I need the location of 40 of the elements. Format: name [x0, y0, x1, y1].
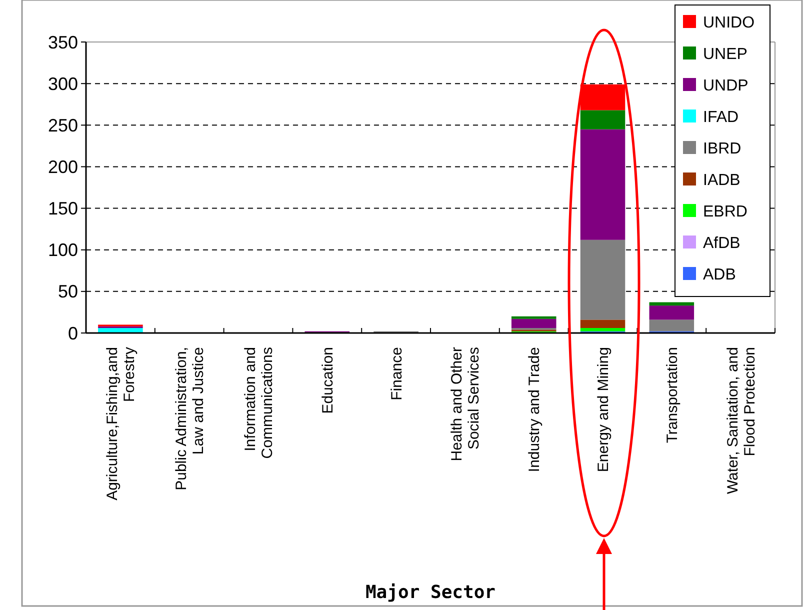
x-tick-label: Information and Communications: [242, 347, 276, 459]
x-tick-label: Health and Other Social Services: [448, 347, 483, 462]
x-tick-label: Transportation: [664, 347, 681, 444]
bar: [649, 306, 694, 320]
legend-label: UNDP: [703, 78, 748, 95]
bar: [511, 316, 556, 319]
x-tick-label: Agriculture,Fishing,and Forestry: [104, 346, 138, 500]
bar: [98, 328, 143, 333]
x-tick-label: Water, Sanitation, and Flood Protection: [724, 347, 758, 494]
x-axis-title: Major Sector: [365, 582, 496, 603]
legend-label: EBRD: [703, 204, 748, 221]
bar: [580, 84, 626, 110]
legend-label: IBRD: [703, 140, 742, 158]
bar: [580, 328, 626, 332]
legend-label: IADB: [703, 172, 740, 190]
bar: [580, 240, 626, 320]
legend-label: IFAD: [703, 109, 739, 126]
bar: [511, 318, 556, 328]
x-tick-label: Public Administration, Law and Justice: [173, 347, 208, 490]
y-tick-label: 0: [68, 323, 78, 344]
bar: [580, 129, 626, 240]
bar: [649, 302, 694, 306]
legend-label: AfDB: [703, 235, 740, 252]
bar: [580, 110, 626, 130]
x-tick-label: Finance: [388, 347, 406, 400]
y-tick-label: 300: [48, 74, 78, 94]
y-tick-label: 100: [48, 240, 78, 260]
y-tick-label: 150: [48, 198, 78, 219]
y-tick-label: 250: [48, 115, 78, 136]
x-tick-label: Education: [319, 347, 336, 414]
y-tick-label: 50: [58, 282, 78, 302]
y-tick-label: 200: [48, 157, 78, 178]
bar: [649, 320, 694, 332]
legend-label: UNIDO: [703, 14, 755, 32]
bar: [580, 320, 626, 328]
x-tick-label: Energy and Mining: [595, 347, 612, 472]
x-tick-label: Industry and Trade: [526, 347, 544, 472]
y-tick-label: 350: [48, 32, 78, 52]
legend-label: UNEP: [703, 46, 748, 64]
legend-label: ADB: [703, 266, 736, 284]
